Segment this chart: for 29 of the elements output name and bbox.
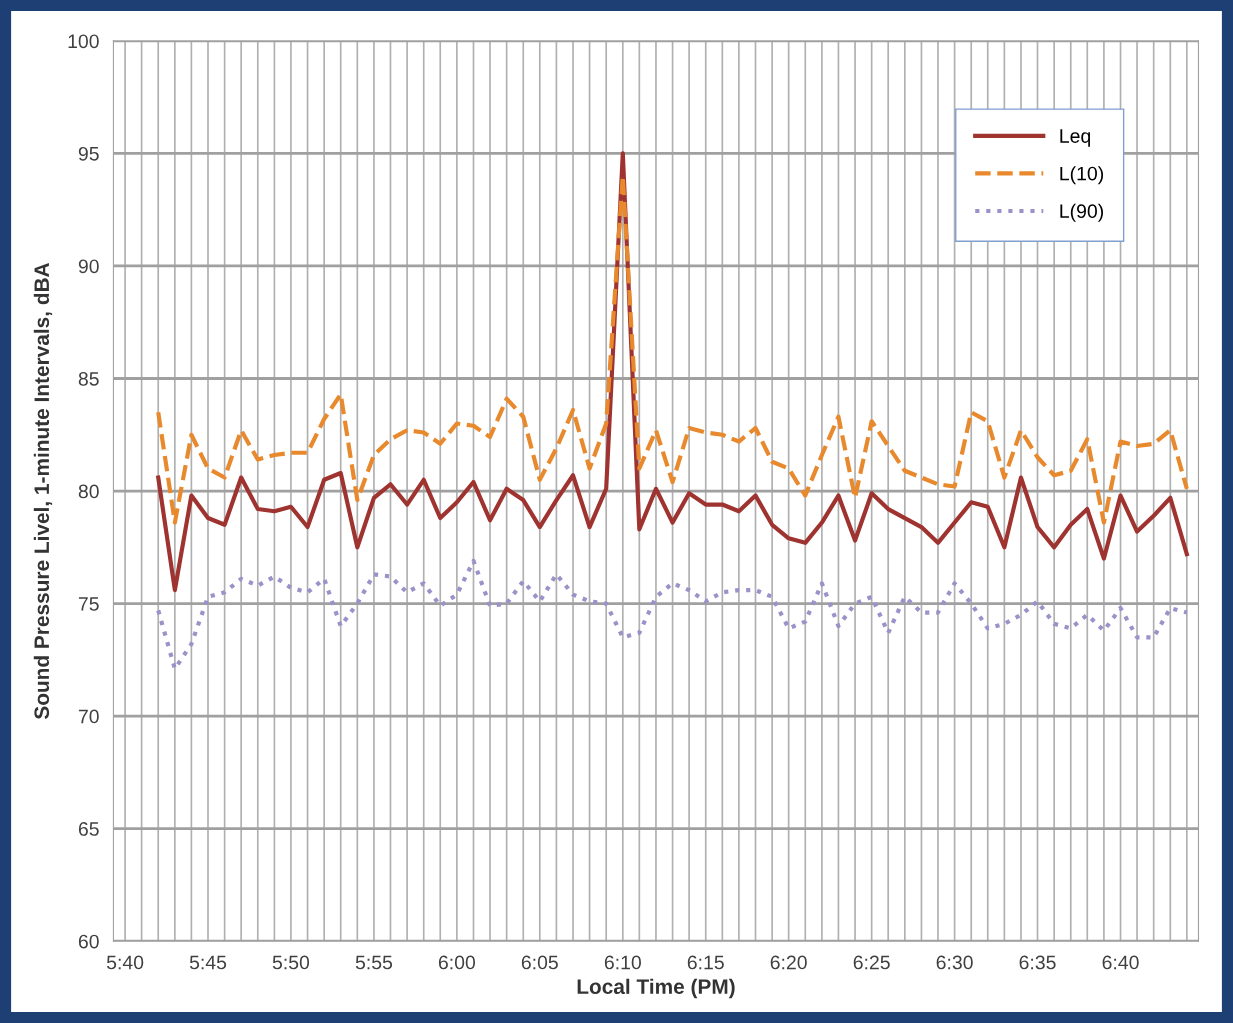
- y-tick-label: 90: [78, 259, 99, 274]
- x-axis-title: Local Time (PM): [577, 978, 735, 999]
- x-tick-label: 5:40: [106, 955, 144, 970]
- x-tick-label: 6:35: [1019, 955, 1056, 970]
- y-tick-label: 60: [78, 934, 99, 949]
- x-tick-label: 6:10: [604, 955, 641, 970]
- legend-label: L(10): [1060, 166, 1104, 185]
- legend-label: L(90): [1060, 203, 1104, 222]
- y-tick-label: 85: [78, 371, 99, 386]
- x-tick-label: 6:05: [521, 955, 558, 970]
- x-tick-label: 6:00: [438, 955, 476, 970]
- y-tick-label: 75: [78, 597, 99, 611]
- y-tick-label: 95: [78, 146, 99, 161]
- y-tick-label: 80: [78, 484, 99, 499]
- line-series: [156, 558, 1189, 671]
- x-tick-label: 5:45: [189, 955, 227, 970]
- y-tick-label: 100: [68, 34, 99, 49]
- y-axis-title: Sound Pressure Livel, 1-minute Intervals, dBA: [33, 262, 53, 720]
- y-tick-label: 65: [78, 822, 99, 836]
- line-series: [156, 151, 1189, 593]
- x-tick-label: 6:20: [770, 955, 807, 970]
- x-tick-label: 6:30: [936, 955, 973, 970]
- x-tick-label: 6:15: [687, 955, 724, 970]
- x-tick-label: 6:25: [853, 955, 890, 970]
- x-tick-label: 5:55: [355, 955, 393, 970]
- legend-label: Leq: [1060, 129, 1091, 147]
- y-tick-label: 70: [78, 709, 99, 724]
- x-tick-label: 5:50: [272, 955, 310, 970]
- x-tick-label: 6:40: [1102, 955, 1139, 970]
